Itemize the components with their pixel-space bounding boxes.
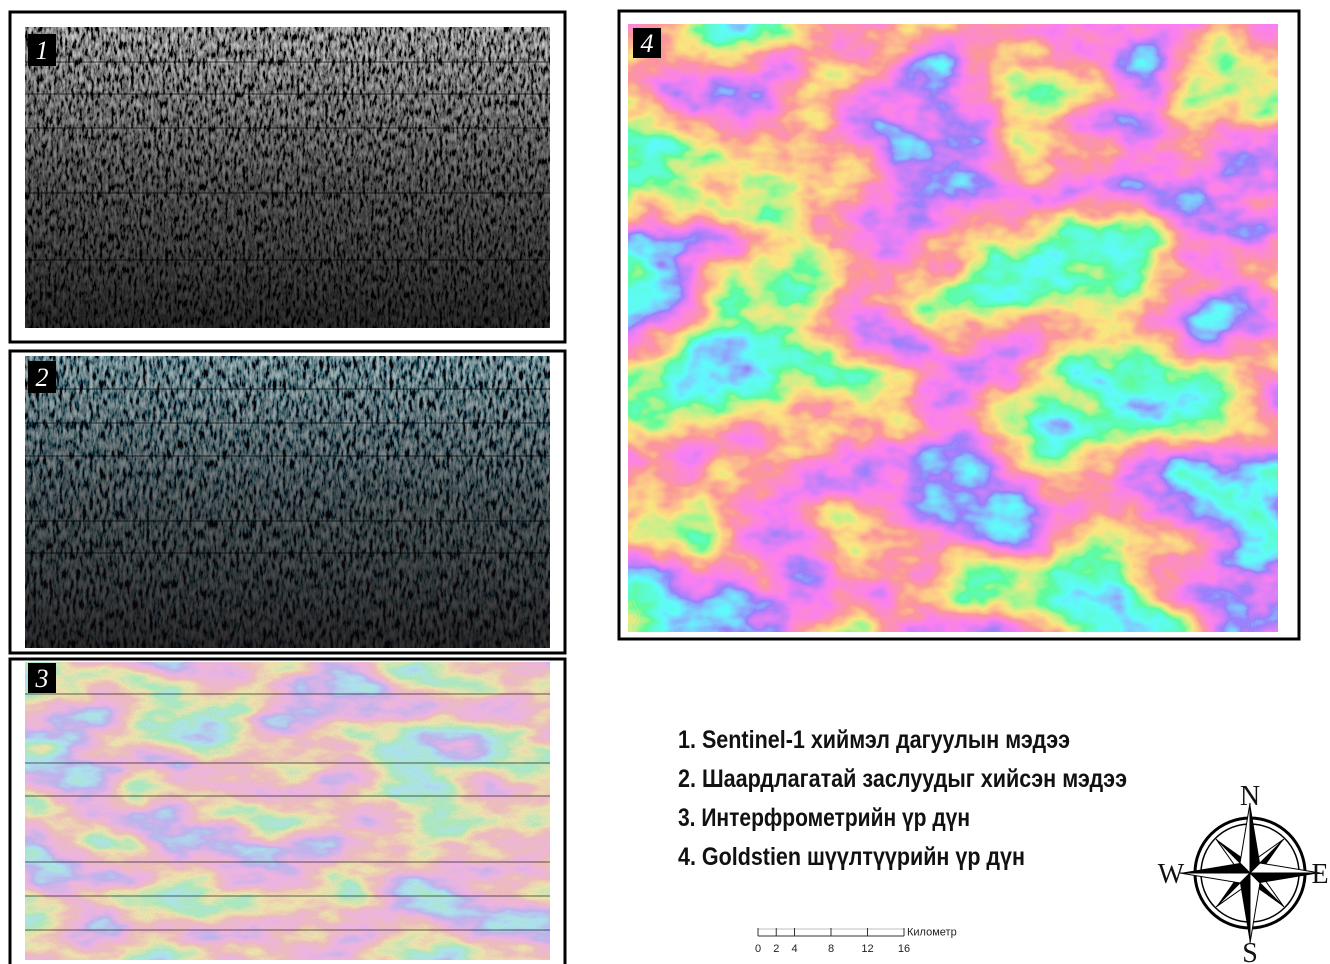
compass: [1180, 803, 1320, 943]
scale-label: 0: [755, 943, 761, 955]
scale-unit: Километр: [907, 927, 957, 939]
image-shade: [25, 27, 550, 328]
image-noise: [628, 24, 1278, 632]
legend-item: 3. Интерфрометрийн үр дүн: [678, 804, 970, 832]
compass-label: W: [1158, 859, 1185, 890]
scale-label: 2: [773, 943, 779, 955]
compass-label: E: [1311, 859, 1328, 890]
panel-label: 2: [36, 363, 49, 392]
scale-label: 8: [828, 943, 834, 955]
scale-label: 4: [791, 943, 797, 955]
legend-item: 2. Шаардлагатай заслуудыг хийсэн мэдээ: [678, 765, 1127, 793]
figure: 1 2 3 4 1. Sentinel-1 хиймэл дагуулын мэ…: [0, 0, 1330, 964]
scale-label: 16: [898, 943, 910, 955]
legend-item: 4. Goldstien шүүлтүүрийн үр дүн: [678, 843, 1025, 871]
panel-label: 1: [36, 36, 49, 65]
compass-label: N: [1240, 781, 1260, 812]
image-noise: [25, 662, 550, 960]
panel-label: 3: [35, 664, 49, 693]
compass-label: S: [1242, 938, 1258, 964]
legend-item: 1. Sentinel-1 хиймэл дагуулын мэдээ: [678, 726, 1070, 754]
panel-label: 4: [641, 29, 654, 58]
image-tint: [25, 356, 550, 648]
scale-label: 12: [861, 943, 873, 955]
